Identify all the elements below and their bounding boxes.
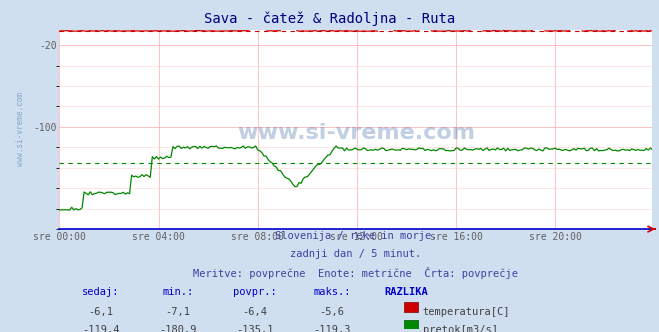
Text: povpr.:: povpr.: — [233, 287, 277, 297]
Text: Sava - čatež & Radoljna - Ruta: Sava - čatež & Radoljna - Ruta — [204, 12, 455, 26]
Text: min.:: min.: — [162, 287, 194, 297]
Text: -6,1: -6,1 — [88, 307, 113, 317]
Text: -119,4: -119,4 — [82, 325, 119, 332]
Bar — [405, 302, 418, 312]
Text: www.si-vreme.com: www.si-vreme.com — [16, 93, 25, 166]
Text: zadnji dan / 5 minut.: zadnji dan / 5 minut. — [290, 249, 422, 259]
Text: -7,1: -7,1 — [165, 307, 190, 317]
Text: Meritve: povprečne  Enote: metrične  Črta: povprečje: Meritve: povprečne Enote: metrične Črta:… — [193, 267, 519, 279]
Text: pretok[m3/s]: pretok[m3/s] — [423, 325, 498, 332]
Text: RAZLIKA: RAZLIKA — [384, 287, 428, 297]
Text: maks.:: maks.: — [314, 287, 351, 297]
Text: -135,1: -135,1 — [237, 325, 273, 332]
Bar — [405, 320, 418, 330]
Text: -119,3: -119,3 — [314, 325, 351, 332]
Text: temperatura[C]: temperatura[C] — [423, 307, 510, 317]
Text: www.si-vreme.com: www.si-vreme.com — [237, 124, 475, 143]
Text: sedaj:: sedaj: — [82, 287, 119, 297]
Text: -180,9: -180,9 — [159, 325, 196, 332]
Text: -5,6: -5,6 — [320, 307, 345, 317]
Text: Slovenija / reke in morje.: Slovenija / reke in morje. — [275, 231, 437, 241]
Text: -6,4: -6,4 — [243, 307, 268, 317]
